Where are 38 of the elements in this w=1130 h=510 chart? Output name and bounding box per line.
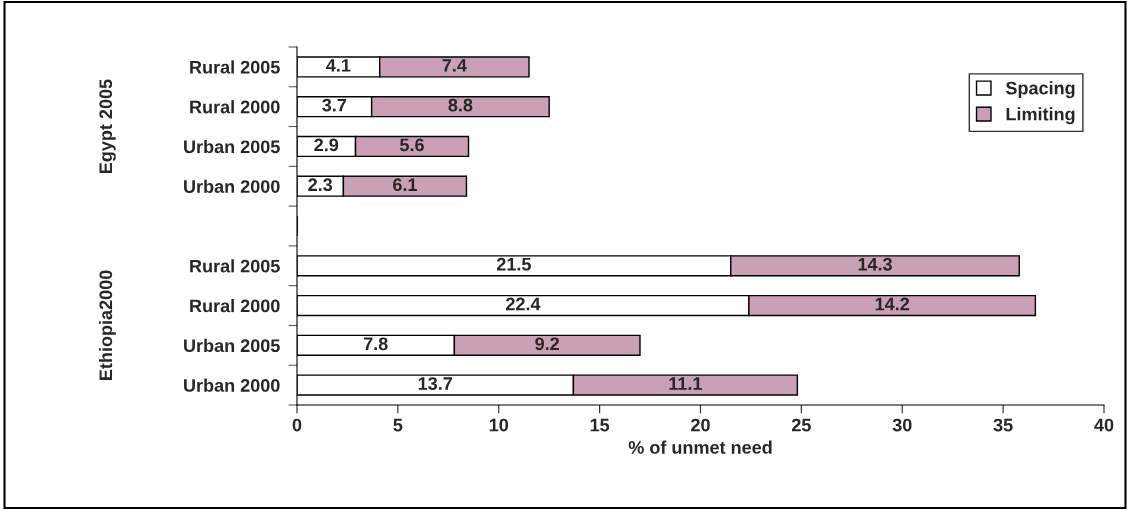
x-tick-label: 40	[1094, 418, 1114, 432]
data-label: 3.7	[322, 98, 347, 112]
data-label: 7.8	[363, 337, 388, 351]
data-label: 22.4	[506, 297, 541, 311]
x-tick-label: 10	[489, 418, 509, 432]
y-tick-label: Urban 2000	[184, 179, 280, 193]
x-tick-label: 5	[393, 418, 403, 432]
x-tick-label: 35	[993, 418, 1013, 432]
data-label: 2.3	[308, 178, 333, 192]
data-label: 9.2	[535, 337, 559, 351]
x-axis-title: % of unmet need	[628, 440, 772, 454]
legend-label: Limiting	[1006, 107, 1075, 125]
legend-label: Spacing	[1005, 81, 1075, 99]
text: Ethiopia2000	[98, 270, 116, 380]
data-label: 11.1	[669, 377, 702, 390]
y-tick-label: Rural 2000	[190, 100, 280, 114]
y-tick-label: Urban 2005	[184, 139, 280, 154]
data-label: 6.1	[393, 178, 417, 192]
x-tick-label: 25	[791, 418, 811, 432]
y-tick-label: Rural 2005	[190, 259, 280, 273]
data-label: 8.8	[448, 98, 473, 112]
data-label: 7.4	[442, 59, 467, 72]
x-tick-label: 0	[292, 418, 302, 432]
data-label: 14.2	[875, 297, 910, 311]
x-tick-label: 20	[691, 418, 710, 432]
data-label: 4.1	[326, 59, 351, 72]
y-tick-label: Rural 2000	[190, 299, 280, 313]
data-label: 14.3	[858, 257, 892, 271]
y-tick-label: Urban 2000	[184, 378, 280, 392]
x-tick-label: 30	[892, 418, 912, 432]
y-tick-label: Urban 2005	[184, 338, 280, 353]
x-tick-label: 15	[590, 418, 610, 432]
data-label: 21.5	[496, 257, 531, 271]
data-label: 13.7	[418, 377, 452, 390]
data-label: 2.9	[314, 138, 339, 152]
text: Egypt 2005	[99, 79, 116, 174]
data-label: 5.6	[400, 138, 424, 152]
y-tick-label: Rural 2005	[190, 60, 280, 74]
